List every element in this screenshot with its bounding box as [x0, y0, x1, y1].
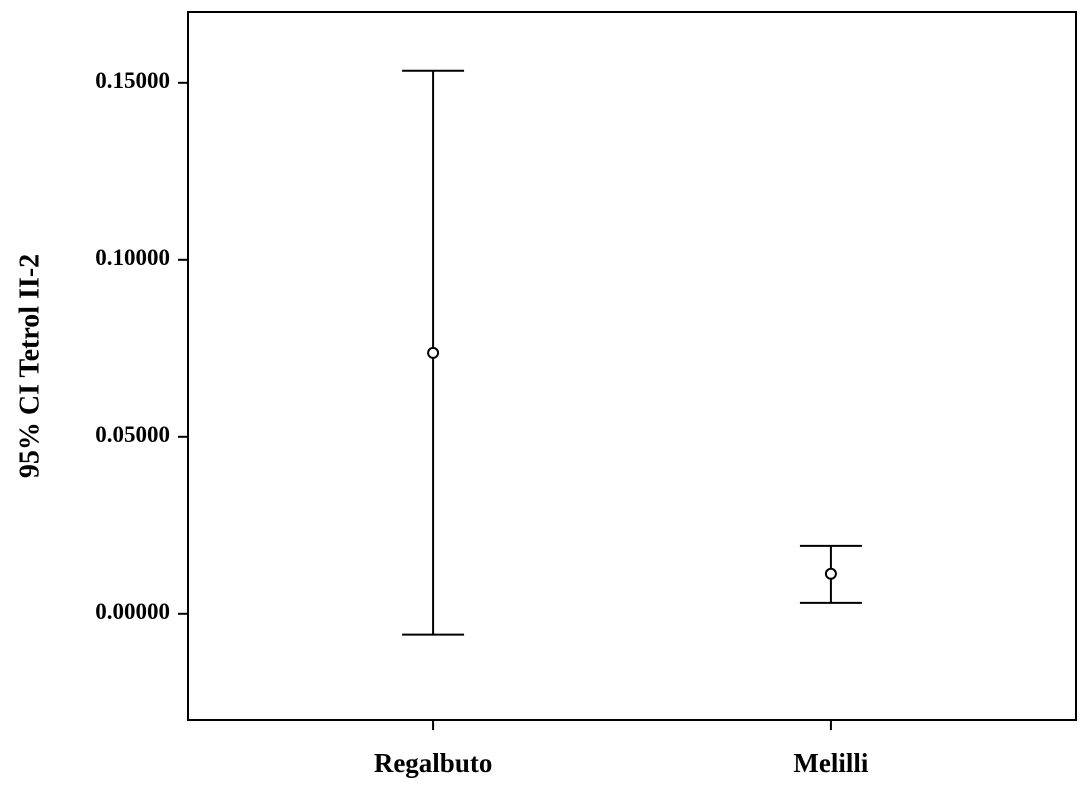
x-tick-label: Regalbuto: [374, 748, 493, 778]
y-axis-label: 95% CI Tetrol II-2: [14, 254, 45, 478]
x-tick-label: Melilli: [793, 748, 868, 778]
mean-point: [427, 346, 440, 359]
y-tick-label: 0.00000: [95, 599, 170, 624]
y-tick-label: 0.05000: [95, 422, 170, 447]
y-tick-label: 0.15000: [95, 68, 170, 93]
mean-point: [824, 567, 837, 580]
plot-frame: [187, 11, 1077, 721]
y-tick-label: 0.10000: [95, 245, 170, 270]
